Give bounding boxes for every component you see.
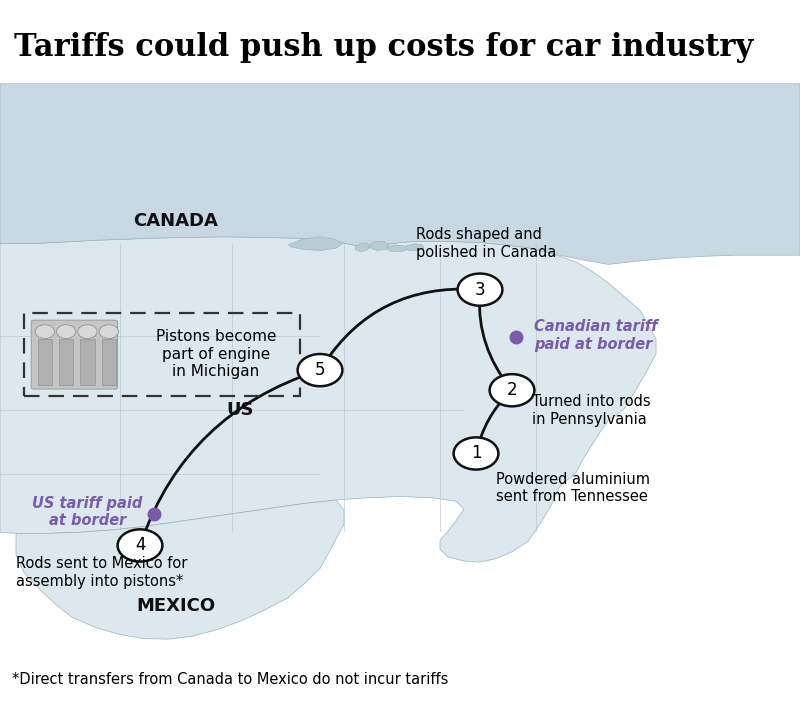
Text: Tariffs could push up costs for car industry: Tariffs could push up costs for car indu…	[14, 32, 754, 64]
Text: 5: 5	[314, 361, 326, 379]
Polygon shape	[16, 500, 344, 639]
Polygon shape	[0, 237, 656, 562]
Text: CANADA: CANADA	[134, 212, 218, 230]
FancyBboxPatch shape	[102, 339, 116, 385]
FancyBboxPatch shape	[31, 320, 118, 389]
Polygon shape	[288, 237, 342, 250]
Circle shape	[458, 273, 502, 306]
Text: 1: 1	[470, 444, 482, 463]
Text: US tariff paid
at border: US tariff paid at border	[32, 496, 142, 529]
Text: Powdered aluminium
sent from Tennessee: Powdered aluminium sent from Tennessee	[496, 472, 650, 504]
Circle shape	[454, 437, 498, 470]
Text: MEXICO: MEXICO	[137, 597, 215, 615]
Circle shape	[298, 354, 342, 386]
Circle shape	[35, 325, 54, 339]
Text: US: US	[226, 402, 254, 419]
FancyBboxPatch shape	[59, 339, 74, 385]
FancyBboxPatch shape	[38, 339, 52, 385]
Polygon shape	[406, 244, 424, 250]
Text: Turned into rods
in Pennsylvania: Turned into rods in Pennsylvania	[532, 394, 650, 427]
Polygon shape	[370, 241, 389, 250]
Text: *Direct transfers from Canada to Mexico do not incur tariffs: *Direct transfers from Canada to Mexico …	[12, 672, 448, 687]
Text: Pistons become
part of engine
in Michigan: Pistons become part of engine in Michiga…	[156, 329, 276, 379]
Circle shape	[118, 529, 162, 562]
Text: Rods shaped and
polished in Canada: Rods shaped and polished in Canada	[416, 227, 556, 260]
Circle shape	[490, 374, 534, 407]
Text: 4: 4	[134, 536, 146, 554]
Circle shape	[57, 325, 76, 339]
Polygon shape	[387, 245, 408, 252]
Circle shape	[99, 325, 118, 339]
Polygon shape	[355, 243, 370, 252]
Circle shape	[78, 325, 97, 339]
Text: Rods sent to Mexico for
assembly into pistons*: Rods sent to Mexico for assembly into pi…	[16, 557, 187, 589]
Text: 3: 3	[474, 280, 486, 299]
Text: 2: 2	[506, 381, 518, 400]
FancyBboxPatch shape	[80, 339, 94, 385]
Text: Canadian tariff
paid at border: Canadian tariff paid at border	[534, 320, 658, 352]
Polygon shape	[0, 83, 800, 264]
